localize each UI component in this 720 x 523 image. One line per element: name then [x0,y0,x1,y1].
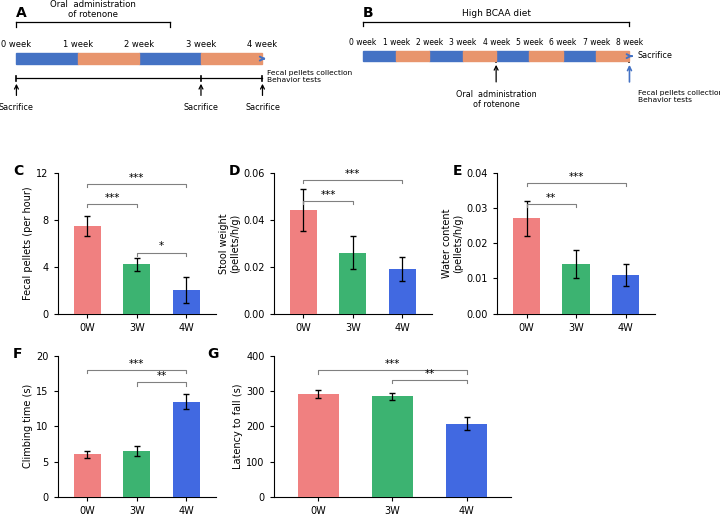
Text: ***: *** [568,172,584,182]
Text: Fecal pellets collection
Behavior tests: Fecal pellets collection Behavior tests [638,90,720,103]
Text: **: ** [546,193,557,203]
Bar [73,454,101,497]
Bar [389,269,416,314]
Text: *: * [159,242,164,252]
Text: ***: *** [104,193,120,203]
Y-axis label: Latency to fall (s): Latency to fall (s) [233,383,243,469]
Y-axis label: Stool weight
(pellets/h/g): Stool weight (pellets/h/g) [219,213,240,274]
Text: 0 week: 0 week [1,40,32,49]
Text: C: C [13,164,24,178]
Bar [463,51,496,61]
Bar [363,51,396,61]
Text: ***: *** [129,173,145,183]
Text: 1 week: 1 week [63,40,93,49]
Text: 5 week: 5 week [516,38,543,47]
Text: Fecal pellets collection
Behavior tests: Fecal pellets collection Behavior tests [267,70,353,83]
Text: **: ** [156,371,166,381]
Text: 4 week: 4 week [248,40,277,49]
Text: Oral  administration
of rotenone: Oral administration of rotenone [50,0,136,19]
Text: 3 week: 3 week [186,40,216,49]
Y-axis label: Fecal pellets (per hour): Fecal pellets (per hour) [24,186,33,300]
Text: 4 week: 4 week [482,38,510,47]
Y-axis label: Water content
(pellets/h/g): Water content (pellets/h/g) [442,209,464,278]
Bar [78,53,140,64]
Bar [173,290,200,314]
Text: Sacrifice: Sacrifice [245,103,280,112]
Text: Sacrifice: Sacrifice [184,103,218,112]
Bar [201,53,263,64]
Text: ***: *** [345,168,361,178]
Text: ***: *** [320,190,336,200]
Bar [123,264,150,314]
Text: 6 week: 6 week [549,38,577,47]
Bar [396,51,429,61]
Bar [173,402,200,497]
Y-axis label: Climbing time (s): Climbing time (s) [24,384,33,469]
Bar [612,275,639,314]
Text: A: A [17,6,27,20]
Text: F: F [13,347,23,361]
Bar [596,51,629,61]
Text: 1 week: 1 week [382,38,410,47]
Bar [339,253,366,314]
Text: E: E [452,164,462,178]
Bar [289,210,317,314]
Text: Oral  administration
of rotenone: Oral administration of rotenone [456,90,536,109]
Bar [563,51,596,61]
Bar [529,51,563,61]
Bar [372,396,413,497]
Text: High BCAA diet: High BCAA diet [462,9,531,18]
Text: 8 week: 8 week [616,38,643,47]
Bar [17,53,78,64]
Bar [298,394,338,497]
Bar [513,219,540,314]
Text: B: B [363,6,374,20]
Text: ***: *** [129,359,145,369]
Text: 7 week: 7 week [582,38,610,47]
Text: 2 week: 2 week [416,38,443,47]
Text: 2 week: 2 week [125,40,155,49]
Text: 3 week: 3 week [449,38,477,47]
Text: ***: *** [384,359,400,369]
Bar [496,51,529,61]
Bar [562,264,590,314]
Bar [446,424,487,497]
Text: **: ** [424,369,435,379]
Text: 0 week: 0 week [349,38,377,47]
Text: Sacrifice: Sacrifice [638,51,672,60]
Bar [429,51,463,61]
Bar [73,225,101,314]
Text: D: D [229,164,240,178]
Bar [123,451,150,497]
Bar [140,53,201,64]
Text: G: G [207,347,218,361]
Text: Sacrifice: Sacrifice [0,103,34,112]
